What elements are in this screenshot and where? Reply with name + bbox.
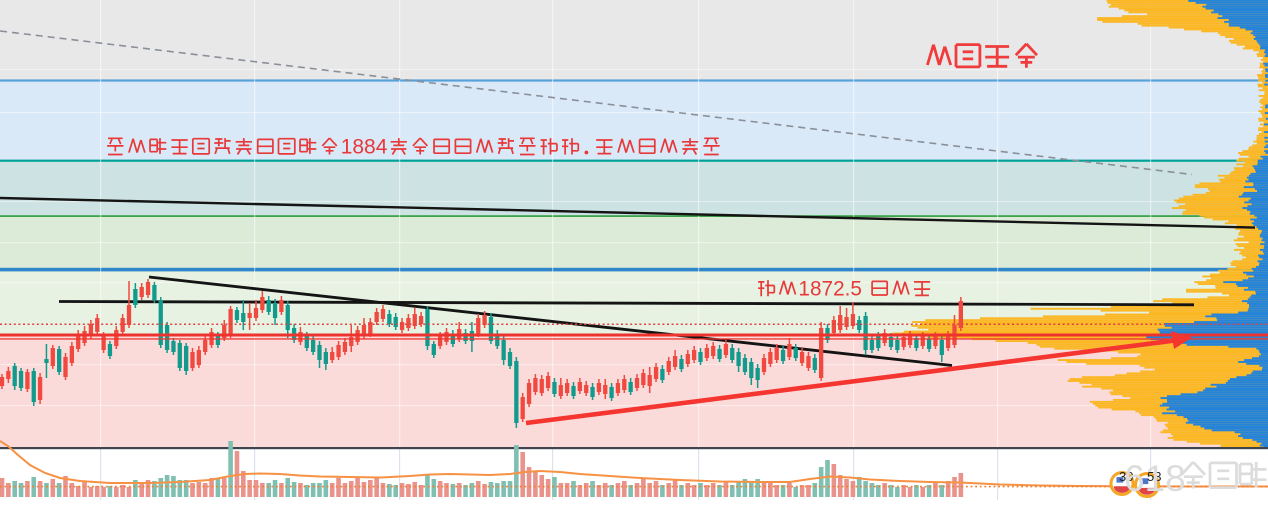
svg-text:1884: 1884 [341,136,388,159]
svg-text:1872.5: 1872.5 [798,278,862,301]
svg-text:618: 618 [1124,458,1186,499]
